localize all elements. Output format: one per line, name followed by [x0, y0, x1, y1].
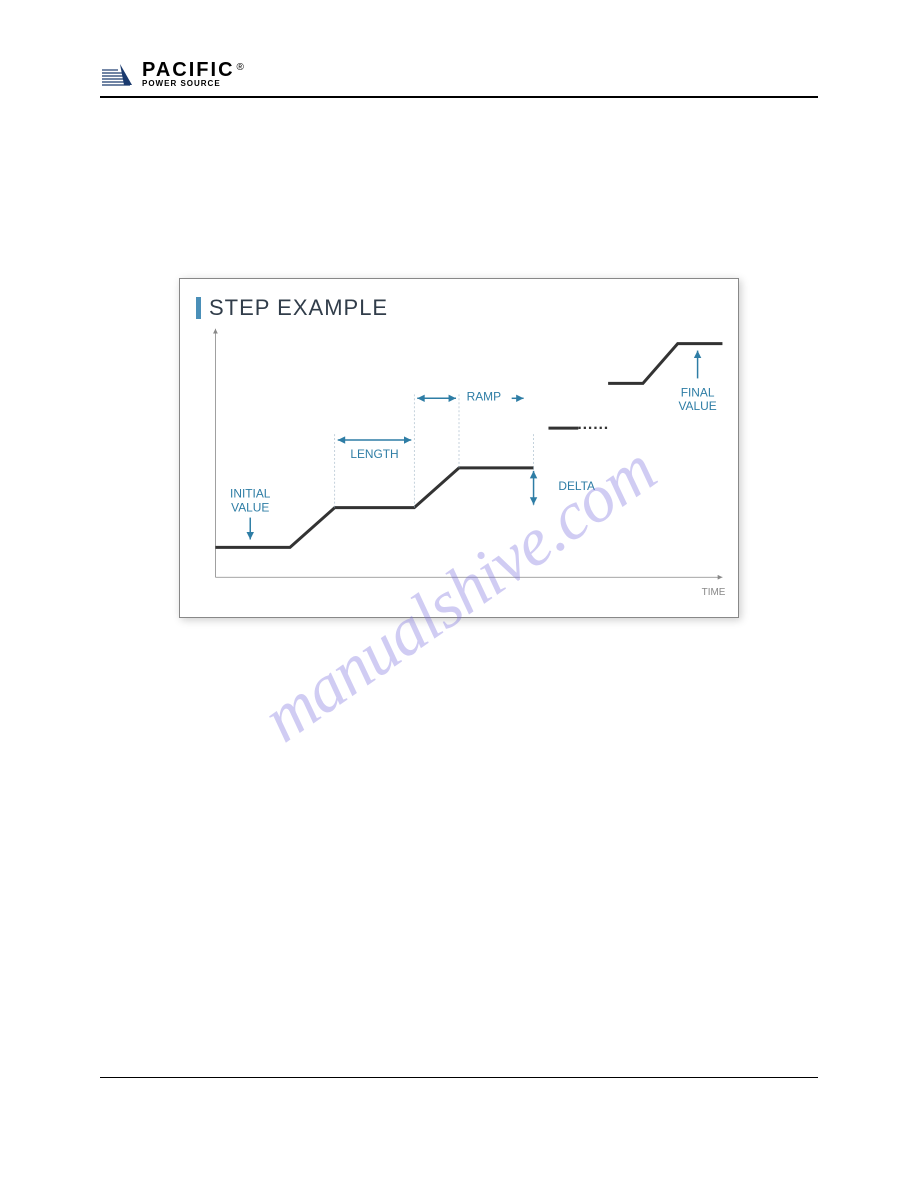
registered-mark: ® — [237, 62, 244, 73]
ramp-label: RAMP — [467, 389, 501, 403]
continuation-dots: ······ — [577, 420, 609, 437]
page-header: PACIFIC® POWER SOURCE — [100, 60, 818, 98]
initial-value-label-1: INITIAL — [230, 487, 271, 501]
delta-label: DELTA — [558, 479, 595, 493]
final-value-label-2: VALUE — [679, 399, 717, 413]
chart-svg: TIME LENGTH RAMP DELTA INITIAL VALUE — [180, 279, 738, 617]
x-axis-label: TIME — [702, 587, 726, 598]
brand-sub-text: POWER SOURCE — [142, 80, 244, 88]
footer-rule — [100, 1077, 818, 1078]
logo-icon — [100, 60, 136, 88]
final-value-label-1: FINAL — [681, 385, 715, 399]
brand-main-text: PACIFIC — [142, 59, 235, 81]
brand-logo: PACIFIC® POWER SOURCE — [100, 60, 244, 88]
length-label: LENGTH — [350, 447, 398, 461]
step-example-chart: STEP EXAMPLE TIME — [179, 278, 739, 618]
initial-value-label-2: VALUE — [231, 501, 269, 515]
